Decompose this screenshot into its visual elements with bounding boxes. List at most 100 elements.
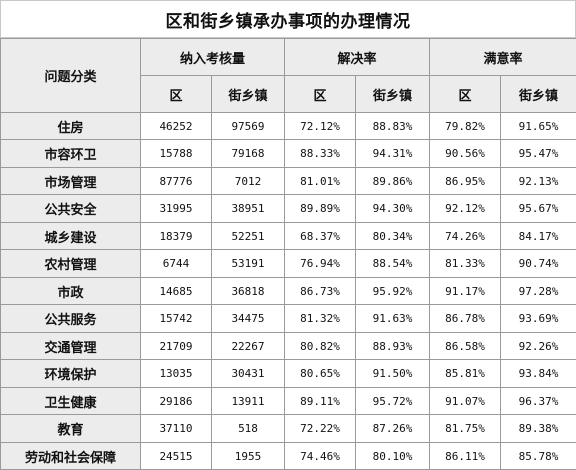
row-value: 74.46% — [285, 443, 356, 470]
header-group-resolution: 解决率 — [285, 39, 430, 76]
row-value: 72.22% — [285, 415, 356, 443]
row-value: 518 — [212, 415, 285, 443]
row-value: 90.74% — [501, 250, 576, 278]
row-value: 97.28% — [501, 278, 576, 305]
row-value: 90.56% — [430, 140, 501, 168]
row-value: 92.26% — [501, 333, 576, 360]
row-value: 91.17% — [430, 278, 501, 305]
row-value: 86.95% — [430, 168, 501, 195]
header-category: 问题分类 — [1, 39, 141, 113]
row-value: 74.26% — [430, 223, 501, 250]
row-value: 93.84% — [501, 360, 576, 388]
row-category: 住房 — [1, 113, 141, 140]
row-value: 88.54% — [356, 250, 430, 278]
row-value: 80.10% — [356, 443, 430, 470]
row-category: 市场管理 — [1, 168, 141, 195]
row-value: 88.93% — [356, 333, 430, 360]
row-value: 80.65% — [285, 360, 356, 388]
row-value: 30431 — [212, 360, 285, 388]
row-value: 81.01% — [285, 168, 356, 195]
row-value: 79.82% — [430, 113, 501, 140]
spreadsheet: 区和街乡镇承办事项的办理情况 问题分类 纳入考核量 解决率 满意率 区 街乡镇 … — [0, 0, 576, 442]
row-value: 6744 — [141, 250, 212, 278]
row-value: 91.65% — [501, 113, 576, 140]
row-value: 18379 — [141, 223, 212, 250]
row-category: 环境保护 — [1, 360, 141, 388]
row-value: 97569 — [212, 113, 285, 140]
row-value: 38951 — [212, 195, 285, 223]
row-value: 87776 — [141, 168, 212, 195]
row-value: 81.32% — [285, 305, 356, 333]
row-value: 89.86% — [356, 168, 430, 195]
header-sub-street: 街乡镇 — [212, 76, 285, 113]
row-value: 72.12% — [285, 113, 356, 140]
row-value: 89.38% — [501, 415, 576, 443]
header-sub-district: 区 — [430, 76, 501, 113]
header-sub-street: 街乡镇 — [501, 76, 576, 113]
row-value: 86.78% — [430, 305, 501, 333]
row-value: 53191 — [212, 250, 285, 278]
row-value: 81.33% — [430, 250, 501, 278]
row-value: 92.12% — [430, 195, 501, 223]
row-value: 14685 — [141, 278, 212, 305]
row-value: 95.92% — [356, 278, 430, 305]
row-value: 86.11% — [430, 443, 501, 470]
row-category: 教育 — [1, 415, 141, 443]
row-value: 96.37% — [501, 388, 576, 415]
row-value: 15788 — [141, 140, 212, 168]
row-value: 1955 — [212, 443, 285, 470]
row-category: 公共安全 — [1, 195, 141, 223]
row-value: 95.72% — [356, 388, 430, 415]
row-value: 80.34% — [356, 223, 430, 250]
row-value: 22267 — [212, 333, 285, 360]
row-value: 89.11% — [285, 388, 356, 415]
row-value: 36818 — [212, 278, 285, 305]
row-category: 市政 — [1, 278, 141, 305]
row-value: 86.58% — [430, 333, 501, 360]
row-value: 37110 — [141, 415, 212, 443]
row-value: 88.33% — [285, 140, 356, 168]
row-value: 68.37% — [285, 223, 356, 250]
row-value: 84.17% — [501, 223, 576, 250]
row-value: 86.73% — [285, 278, 356, 305]
header-group-satisfaction: 满意率 — [430, 39, 576, 76]
row-category: 劳动和社会保障 — [1, 443, 141, 470]
row-category: 交通管理 — [1, 333, 141, 360]
header-group-assessment: 纳入考核量 — [141, 39, 285, 76]
row-value: 29186 — [141, 388, 212, 415]
row-category: 城乡建设 — [1, 223, 141, 250]
row-value: 21709 — [141, 333, 212, 360]
row-value: 85.78% — [501, 443, 576, 470]
row-value: 79168 — [212, 140, 285, 168]
row-value: 13911 — [212, 388, 285, 415]
row-value: 95.67% — [501, 195, 576, 223]
row-value: 88.83% — [356, 113, 430, 140]
row-value: 31995 — [141, 195, 212, 223]
header-sub-district: 区 — [285, 76, 356, 113]
row-value: 46252 — [141, 113, 212, 140]
row-value: 89.89% — [285, 195, 356, 223]
row-value: 81.75% — [430, 415, 501, 443]
row-value: 92.13% — [501, 168, 576, 195]
row-value: 34475 — [212, 305, 285, 333]
row-value: 24515 — [141, 443, 212, 470]
row-value: 76.94% — [285, 250, 356, 278]
row-value: 87.26% — [356, 415, 430, 443]
row-value: 7012 — [212, 168, 285, 195]
row-value: 85.81% — [430, 360, 501, 388]
